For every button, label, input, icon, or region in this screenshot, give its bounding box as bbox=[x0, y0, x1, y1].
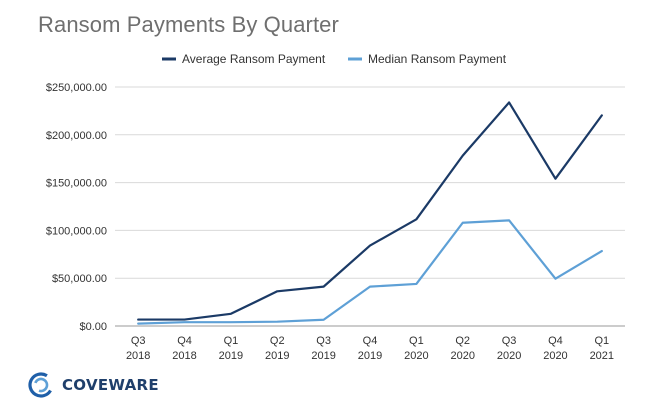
series-lines bbox=[137, 101, 603, 325]
chart-title: Ransom Payments By Quarter bbox=[38, 12, 339, 37]
legend-label: Average Ransom Payment bbox=[182, 52, 326, 66]
x-tick-label-year: 2020 bbox=[450, 350, 474, 362]
y-tick-label: $250,000.00 bbox=[46, 82, 107, 94]
y-tick-label: $0.00 bbox=[79, 321, 107, 333]
x-tick-label-year: 2020 bbox=[543, 350, 567, 362]
legend-label: Median Ransom Payment bbox=[368, 52, 507, 66]
x-tick-label-quarter: Q1 bbox=[409, 335, 424, 347]
y-tick-label: $50,000.00 bbox=[52, 273, 107, 285]
series-line-median bbox=[137, 219, 603, 325]
y-tick-label: $150,000.00 bbox=[46, 178, 107, 190]
coveware-logo: COVEWARE bbox=[28, 372, 159, 398]
x-tick-label-year: 2020 bbox=[404, 350, 428, 362]
x-tick-label-year: 2018 bbox=[172, 350, 196, 362]
x-tick-label-year: 2021 bbox=[590, 350, 614, 362]
x-tick-label-year: 2019 bbox=[311, 350, 335, 362]
gridlines bbox=[115, 86, 625, 327]
legend: Average Ransom Payment Median Ransom Paym… bbox=[162, 52, 507, 66]
y-tick-label: $200,000.00 bbox=[46, 130, 107, 142]
x-tick-label-year: 2019 bbox=[358, 350, 382, 362]
series-line-average bbox=[137, 101, 603, 321]
x-tick-label-quarter: Q3 bbox=[502, 335, 517, 347]
coveware-logo-text: COVEWARE bbox=[62, 376, 159, 394]
x-tick-label-quarter: Q1 bbox=[224, 335, 239, 347]
x-tick-label-quarter: Q2 bbox=[270, 335, 285, 347]
coveware-logo-icon bbox=[28, 372, 54, 398]
x-axis-ticks: Q3 2018 Q4 2018 Q1 2019 Q2 2019 Q3 2019 Q4 2019 Q1 20… bbox=[126, 335, 614, 362]
x-tick-label-quarter: Q4 bbox=[548, 335, 563, 347]
x-tick-label-quarter: Q3 bbox=[316, 335, 331, 347]
y-tick-label: $100,000.00 bbox=[46, 225, 107, 237]
x-tick-label-quarter: Q1 bbox=[594, 335, 609, 347]
x-tick-label-quarter: Q4 bbox=[363, 335, 378, 347]
x-tick-label-quarter: Q2 bbox=[455, 335, 470, 347]
x-tick-label-quarter: Q4 bbox=[177, 335, 192, 347]
x-tick-label-year: 2019 bbox=[219, 350, 243, 362]
x-tick-label-year: 2020 bbox=[497, 350, 521, 362]
x-tick-label-quarter: Q3 bbox=[131, 335, 146, 347]
x-tick-label-year: 2018 bbox=[126, 350, 150, 362]
x-tick-label-year: 2019 bbox=[265, 350, 289, 362]
y-axis-ticks: $0.00 $50,000.00 $100,000.00 $150,000.00 $20… bbox=[46, 82, 107, 333]
